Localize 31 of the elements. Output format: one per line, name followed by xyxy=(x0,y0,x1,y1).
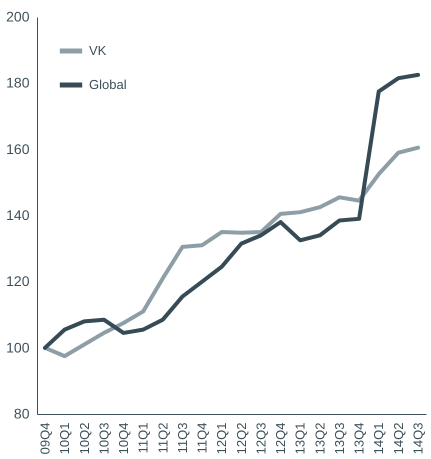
y-tick-label: 80 xyxy=(14,406,30,422)
x-tick-label: 13Q1 xyxy=(292,422,308,454)
x-tick-label: 09Q4 xyxy=(38,422,52,454)
y-tick-label: 160 xyxy=(6,140,30,157)
x-tick-label: 14Q3 xyxy=(410,422,426,454)
y-tick-label: 180 xyxy=(6,74,30,91)
y-tick-label: 140 xyxy=(6,207,30,223)
y-tick-label: 120 xyxy=(6,273,30,290)
x-tick-label: 11Q3 xyxy=(174,422,190,454)
y-tick-label: 200 xyxy=(6,8,30,24)
x-tick-label: 13Q2 xyxy=(312,422,328,454)
x-tick-label: 10Q2 xyxy=(76,422,92,454)
legend-label: Global xyxy=(89,77,127,92)
x-tick-label: 10Q4 xyxy=(116,422,132,454)
x-tick-label: 12Q3 xyxy=(253,422,268,454)
x-tick-label: 14Q1 xyxy=(371,422,386,454)
x-tick-label: 12Q2 xyxy=(234,422,249,454)
x-tick-label: 10Q1 xyxy=(57,422,72,454)
x-tick-label: 12Q4 xyxy=(273,422,288,454)
line-series xyxy=(43,146,420,358)
x-tick-label: 14Q2 xyxy=(390,422,406,454)
line-series xyxy=(43,72,420,350)
x-tick-label: 11Q4 xyxy=(194,422,210,454)
x-tick-label: 13Q4 xyxy=(352,422,367,454)
x-tick-label: 13Q3 xyxy=(332,422,347,454)
x-tick-label: 10Q3 xyxy=(96,422,112,454)
y-tick-label: 100 xyxy=(6,339,30,356)
legend-label: VK xyxy=(89,43,107,58)
x-tick-label: 12Q1 xyxy=(214,422,230,454)
x-tick-label: 11Q1 xyxy=(136,422,151,454)
x-tick-label: 11Q2 xyxy=(155,422,170,454)
